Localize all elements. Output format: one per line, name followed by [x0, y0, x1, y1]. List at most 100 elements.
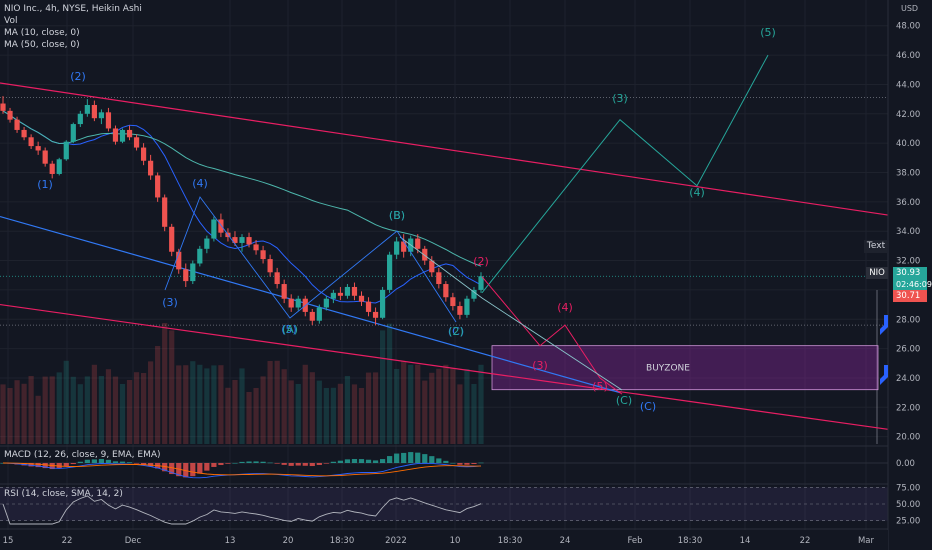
volume-bar: [232, 380, 238, 444]
volume-bar: [281, 369, 287, 444]
candle-body: [112, 128, 119, 142]
candle-body: [239, 237, 245, 243]
candle-body: [56, 159, 62, 174]
volume-bar: [330, 387, 336, 444]
volume-bar: [183, 365, 189, 444]
volume-bar: [288, 380, 294, 444]
macd-hist: [260, 461, 266, 463]
volume-bar: [176, 365, 182, 444]
macd-hist: [429, 456, 435, 463]
text-button[interactable]: Text: [864, 240, 888, 253]
macd-hist: [323, 463, 329, 464]
candle-body: [162, 197, 168, 227]
macd-hist: [379, 459, 386, 463]
wave-label: (3): [532, 359, 548, 372]
ma50-line: [2, 110, 482, 267]
candle-body: [14, 119, 20, 130]
macd-hist: [246, 461, 252, 463]
volume-bar: [119, 384, 126, 444]
macd-hist: [70, 463, 76, 465]
volume-bar: [218, 365, 224, 444]
wave-label: (3): [612, 92, 628, 105]
volume-bar: [211, 365, 217, 444]
macd-hist: [344, 459, 351, 463]
candle-body: [77, 113, 83, 125]
macd-title[interactable]: MACD (12, 26, close, 9, EMA, EMA): [4, 450, 161, 460]
candle-body: [358, 295, 365, 302]
rsi-tick: 75.00: [896, 483, 920, 493]
macd-hist: [49, 463, 55, 470]
candle-body: [70, 124, 76, 142]
time-tick: 15: [3, 536, 14, 546]
signal-line: [2, 462, 481, 477]
macd-hist: [84, 459, 90, 463]
price-tick: 20.00: [896, 433, 920, 443]
candle-body: [281, 284, 287, 299]
volume-bar: [28, 376, 34, 444]
time-tick: 2022: [385, 536, 407, 546]
legend-ma50[interactable]: MA (50, close, 0): [4, 40, 80, 50]
candle-body: [443, 284, 449, 298]
volume-bars: [0, 323, 484, 444]
time-tick: 18:30: [678, 536, 703, 546]
wave-path: [164, 196, 457, 323]
wave-label: (3): [162, 296, 178, 309]
candle-body: [169, 226, 175, 252]
macd-hist: [478, 462, 484, 464]
candle-body: [267, 259, 273, 273]
legend-symbol[interactable]: NIO Inc., 4h, NYSE, Heikin Ashi: [4, 4, 142, 14]
candle-body: [260, 250, 266, 260]
candle-body: [309, 311, 315, 321]
macd-hist: [28, 463, 34, 467]
bearish-projection: [481, 276, 623, 395]
wave-label: (2): [70, 70, 86, 83]
macd-hist: [162, 463, 168, 472]
rsi-title[interactable]: RSI (14, close, SMA, 14, 2): [4, 489, 123, 499]
time-tick: 13: [225, 536, 236, 546]
volume-bar: [84, 376, 90, 444]
volume-bar: [253, 388, 259, 444]
candle-body: [148, 160, 154, 176]
macd-hist: [267, 462, 273, 464]
macd-hist: [337, 460, 344, 463]
price-tick: 40.00: [896, 139, 920, 149]
candle-body: [394, 241, 400, 255]
candle-body: [126, 129, 133, 138]
channel-line: [0, 215, 621, 394]
channel-lines[interactable]: [0, 82, 889, 430]
macd-hist: [394, 453, 400, 463]
candle-body: [246, 237, 252, 245]
volume-bar: [14, 380, 20, 444]
volume-bar: [105, 369, 112, 444]
volume-bar: [204, 368, 210, 444]
volume-bar: [401, 361, 407, 444]
wave-label: (C): [640, 400, 656, 413]
candle-body: [98, 112, 105, 119]
last-price-tag: 30.93: [893, 267, 927, 279]
macd-hist: [471, 463, 477, 465]
candle-body: [42, 150, 48, 164]
volume-bar: [112, 376, 119, 444]
candle-body: [344, 286, 351, 296]
rsi-line: [2, 495, 482, 525]
wave-label: (C): [616, 394, 632, 407]
candle-body: [337, 292, 344, 296]
volume-bar: [415, 364, 421, 444]
wave-projections[interactable]: [164, 54, 769, 395]
time-axis[interactable]: 15 22 Dec 13 20 18:30 2022 10 18:30 24 Feb 18:30 14 2…: [0, 530, 888, 550]
countdown-tag: 02:46:09: [893, 279, 932, 291]
candle-body: [190, 263, 196, 282]
candle-body: [330, 292, 336, 299]
wave-label: (4): [689, 186, 705, 199]
time-tick: 24: [560, 536, 571, 546]
price-tick: 46.00: [896, 51, 920, 61]
volume-bar: [394, 369, 400, 444]
volume-bar: [372, 372, 379, 444]
legend-ma10[interactable]: MA (10, close, 0): [4, 28, 80, 38]
legend-vol[interactable]: Vol: [4, 16, 18, 26]
macd-hist: [295, 463, 301, 466]
macd-hist: [274, 463, 280, 464]
macd-hist: [190, 463, 196, 477]
abc-projection: [399, 236, 623, 391]
